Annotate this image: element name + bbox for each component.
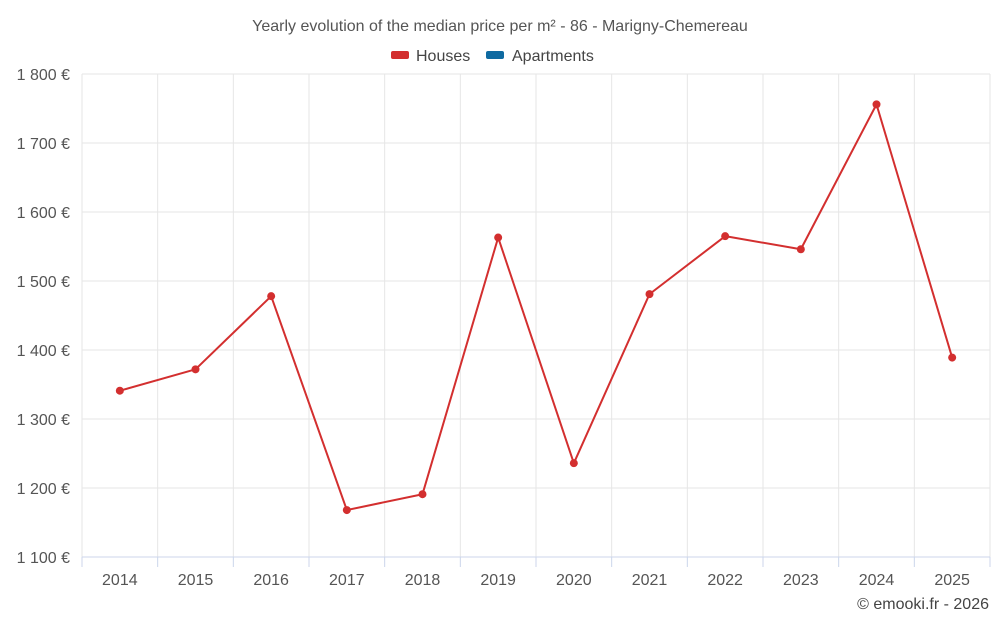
x-tick-label: 2024: [859, 572, 895, 589]
x-tick-label: 2014: [102, 572, 138, 589]
legend-label-houses[interactable]: Houses: [416, 48, 470, 65]
x-tick-label: 2020: [556, 572, 592, 589]
data-point-houses[interactable]: [342, 506, 351, 515]
credit-text: © emooki.fr - 2026: [857, 596, 989, 613]
y-tick-label: 1 400 €: [17, 343, 70, 360]
legend-label-apartments[interactable]: Apartments: [512, 48, 594, 65]
data-point-houses[interactable]: [267, 292, 276, 301]
legend-swatch-apartments: [486, 51, 504, 59]
y-tick-label: 1 800 €: [17, 67, 70, 84]
x-tick-label: 2022: [707, 572, 743, 589]
data-point-houses[interactable]: [418, 490, 427, 499]
x-tick-label: 2015: [178, 572, 214, 589]
data-point-houses[interactable]: [569, 459, 578, 468]
data-point-houses[interactable]: [115, 386, 124, 395]
grid: [81, 73, 991, 557]
x-tick-label: 2021: [632, 572, 668, 589]
legend: Houses Apartments: [391, 48, 594, 65]
x-tick-label: 2017: [329, 572, 365, 589]
data-point-houses[interactable]: [796, 245, 805, 254]
x-tick-label: 2016: [253, 572, 289, 589]
y-tick-label: 1 500 €: [17, 274, 70, 291]
x-tick-label: 2018: [405, 572, 441, 589]
x-tick-label: 2023: [783, 572, 819, 589]
data-point-houses[interactable]: [948, 353, 957, 362]
x-tick-label: 2019: [480, 572, 516, 589]
y-tick-label: 1 300 €: [17, 412, 70, 429]
data-point-houses[interactable]: [645, 290, 654, 299]
y-tick-label: 1 700 €: [17, 136, 70, 153]
axes: 1 100 € 1 200 € 1 300 € 1 400 € 1 500 € 1 600…: [17, 67, 991, 589]
y-tick-label: 1 100 €: [17, 550, 70, 567]
data-point-houses[interactable]: [872, 100, 881, 109]
series-line-houses: [119, 103, 954, 512]
legend-swatch-houses: [391, 51, 409, 59]
data-point-houses[interactable]: [494, 233, 503, 242]
chart-title: Yearly evolution of the median price per…: [252, 18, 748, 35]
y-tick-label: 1 600 €: [17, 205, 70, 222]
x-tick-label: 2025: [934, 572, 970, 589]
data-point-houses[interactable]: [191, 365, 200, 374]
series: [115, 100, 957, 515]
data-point-houses[interactable]: [721, 232, 730, 241]
y-tick-label: 1 200 €: [17, 481, 70, 498]
